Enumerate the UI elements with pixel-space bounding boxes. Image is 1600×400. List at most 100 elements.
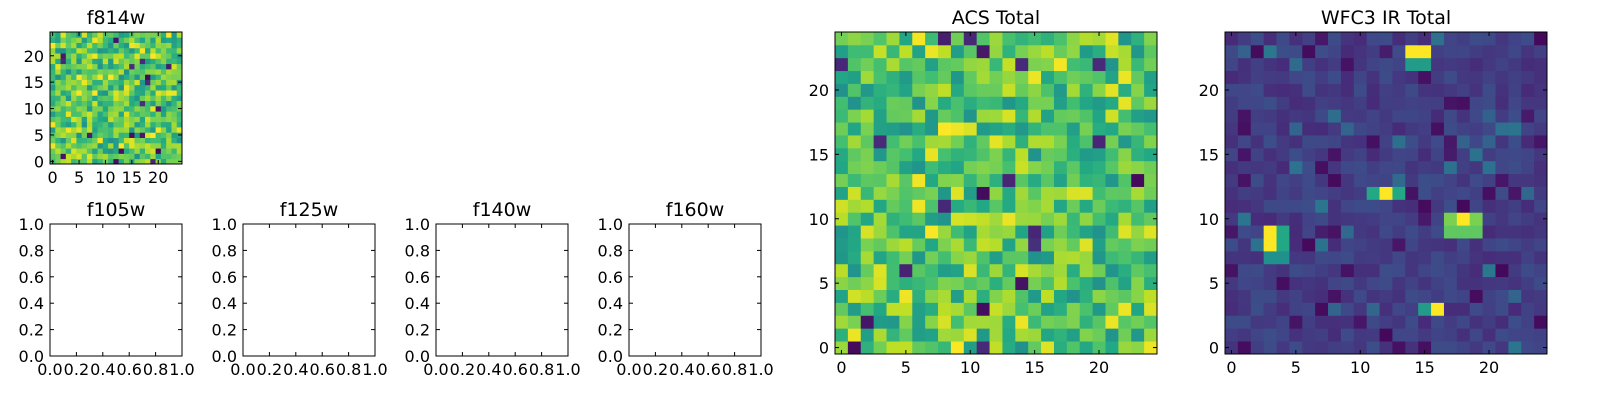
heatmap-cell	[1418, 135, 1432, 149]
heatmap-cell	[1015, 263, 1029, 278]
heatmap-cell	[160, 37, 167, 43]
heatmap-cell	[1276, 341, 1290, 355]
heatmap-cell	[166, 63, 172, 70]
heatmap-cell	[873, 160, 887, 175]
heatmap-cell	[1379, 199, 1393, 213]
heatmap-cell	[1144, 135, 1158, 149]
heatmap-cell	[1366, 109, 1380, 123]
heatmap-cell	[1250, 250, 1265, 265]
heatmap-cell	[1315, 32, 1329, 46]
heatmap-cell	[1028, 135, 1042, 149]
heatmap-cell	[1276, 302, 1290, 316]
heatmap-cell	[160, 95, 167, 102]
heatmap-cell	[97, 63, 104, 70]
heatmap-cell	[1469, 70, 1483, 84]
heatmap-cell	[1079, 57, 1093, 72]
heatmap-cell	[139, 84, 146, 91]
heatmap-cell	[912, 122, 926, 136]
heatmap-cell	[134, 127, 141, 133]
heatmap-cell	[899, 276, 913, 290]
heatmap-cell	[155, 68, 162, 75]
heatmap-cell	[97, 132, 104, 138]
heatmap-cell	[1079, 225, 1093, 239]
heatmap-cell	[65, 142, 72, 149]
y-tick-label: 10	[809, 210, 829, 229]
heatmap-cell	[166, 42, 172, 49]
heatmap-cell	[1015, 238, 1029, 252]
y-tick-label: 0.6	[212, 268, 237, 287]
heatmap-cell	[81, 32, 88, 38]
heatmap-cell	[55, 105, 61, 112]
heatmap-cell	[1002, 109, 1016, 123]
heatmap-cell	[1366, 341, 1380, 355]
heatmap-cell	[1144, 250, 1158, 265]
heatmap-cell	[1237, 109, 1252, 123]
heatmap-cell	[160, 74, 167, 80]
heatmap-cell	[171, 105, 178, 112]
axes-frame	[242, 223, 376, 357]
heatmap-cell	[97, 158, 104, 165]
heatmap-cell	[155, 111, 162, 117]
heatmap-cell	[92, 105, 98, 112]
heatmap-cell	[1405, 70, 1419, 84]
heatmap-cell	[1482, 32, 1496, 46]
heatmap-cell	[976, 122, 990, 136]
heatmap-cell	[1066, 109, 1081, 123]
heatmap-cell	[989, 160, 1003, 175]
x-tick-label: 0.2	[257, 360, 282, 379]
heatmap-cell	[71, 63, 77, 70]
heatmap-cell	[925, 341, 939, 355]
heatmap-cell	[65, 90, 72, 96]
heatmap-cell	[1340, 276, 1355, 290]
x-tick-label: 0.8	[529, 360, 554, 379]
heatmap-cell	[102, 47, 109, 54]
heatmap-cell	[150, 137, 156, 144]
heatmap-cell	[102, 42, 109, 49]
heatmap-cell	[160, 58, 167, 65]
heatmap-cell	[102, 148, 109, 154]
heatmap-cell	[1379, 289, 1393, 303]
heatmap-cell	[1225, 341, 1239, 355]
heatmap-cell	[989, 32, 1003, 46]
heatmap-cell	[65, 100, 72, 107]
heatmap-cell	[1263, 315, 1277, 329]
heatmap-cell	[171, 148, 178, 154]
heatmap-cell	[134, 74, 141, 80]
heatmap-cell	[925, 199, 939, 213]
heatmap-cell	[1015, 32, 1029, 46]
heatmap-cell	[989, 263, 1003, 278]
heatmap-cell	[1456, 302, 1471, 316]
heatmap-cell	[835, 70, 849, 84]
heatmap-cell	[1276, 276, 1290, 290]
heatmap-cell	[81, 116, 88, 123]
heatmap-cell	[1315, 160, 1329, 175]
heatmap-cell	[86, 47, 93, 54]
heatmap-cell	[1041, 315, 1055, 329]
heatmap-cell	[81, 132, 88, 138]
heatmap-cell	[1225, 32, 1239, 46]
heatmap-cell	[76, 53, 83, 59]
heatmap-cell	[139, 74, 146, 80]
heatmap-cell	[1041, 135, 1055, 149]
heatmap-cell	[1131, 199, 1145, 213]
heatmap-cell	[139, 90, 146, 96]
heatmap-cell	[1456, 147, 1471, 162]
heatmap-cell	[129, 42, 135, 49]
heatmap-cell	[171, 79, 178, 86]
heatmap-cell	[86, 53, 93, 59]
heatmap-cell	[1041, 96, 1055, 110]
heatmap-cell	[1092, 122, 1106, 136]
heatmap-cell	[1456, 276, 1471, 290]
heatmap-cell	[1315, 276, 1329, 290]
heatmap-cell	[60, 84, 67, 91]
heatmap-cell	[123, 37, 130, 43]
heatmap-cell	[50, 142, 56, 149]
axes-frame	[49, 223, 183, 357]
heatmap-cell	[873, 302, 887, 316]
heatmap-cell	[176, 74, 183, 80]
heatmap-cell	[1118, 199, 1132, 213]
heatmap-cell	[1443, 44, 1458, 59]
heatmap-cell	[55, 137, 61, 144]
heatmap-cell	[989, 238, 1003, 252]
heatmap-cell	[145, 68, 151, 75]
